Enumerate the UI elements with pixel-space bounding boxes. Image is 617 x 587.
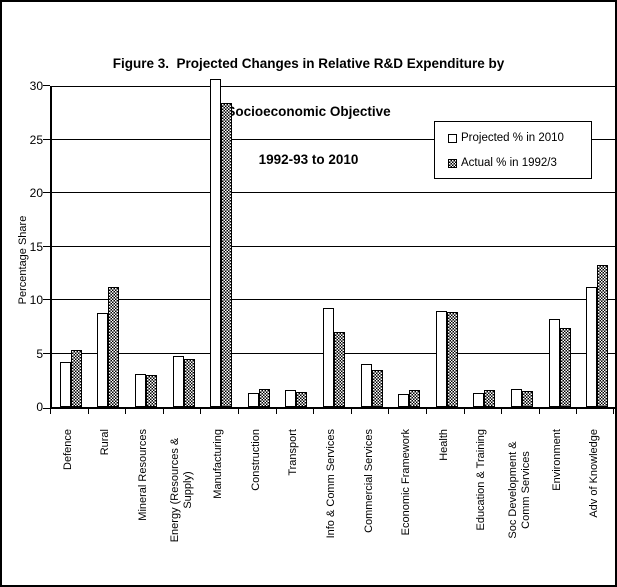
y-tick-mark-5 [43,352,50,354]
x-label-9: Economic Framework [400,429,413,536]
x-tick-mark-6 [276,409,277,414]
bar-white-9 [398,394,410,407]
y-tick-mark-20 [43,192,50,193]
y-tick-label-25: 25 [29,132,43,147]
bar-white-5 [247,393,259,407]
y-tick-mark-10 [43,299,50,300]
bar-hatched-2 [146,374,157,407]
x-tick-mark-13 [539,409,540,414]
chart-title-line-1: Figure 3. Projected Changes in Relative … [112,56,505,71]
y-tick-label-30: 30 [29,79,43,93]
x-label-13: Environment [550,429,563,491]
x-tick-mark-1 [88,409,89,414]
bar-white-14 [586,287,598,407]
y-tick-label-10: 10 [29,293,43,307]
bar-hatched-3 [183,358,195,407]
x-tick-mark-7 [313,409,314,414]
x-label-5: Construction [249,429,262,491]
x-tick-mark-15 [613,409,614,414]
y-tick-label-0: 0 [36,400,43,414]
y-tick-label-20: 20 [29,186,43,200]
y-tick-mark-15 [43,245,50,247]
chart-title-line-3: 1992-93 to 2010 [258,152,359,167]
gridline-25 [52,138,615,140]
x-label-11: Education & Training [475,429,488,531]
x-tick-mark-8 [351,409,352,414]
chart-title: Figure 3. Projected Changes in Relative … [2,24,615,200]
x-label-2: Mineral Resources [137,429,149,521]
x-tick-mark-4 [200,409,201,414]
x-label-3: Energy (Resources & Supply) [168,437,194,543]
bar-white-12 [511,388,522,407]
bar-hatched-5 [258,388,270,407]
bar-hatched-0 [70,350,82,407]
bar-hatched-1 [108,287,120,407]
x-tick-mark-9 [388,409,389,414]
bar-white-8 [360,364,372,407]
chart-title-line-2: Socioeconomic Objective [226,104,391,119]
legend-swatch-projected [448,133,457,143]
x-tick-mark-0 [50,409,51,414]
bar-hatched-8 [371,369,383,407]
bar-white-0 [59,362,71,407]
y-tick-label-15: 15 [29,239,43,254]
legend-label-actual: Actual % in 1992/3 [461,157,557,169]
bar-white-1 [97,312,109,407]
gridline-10 [52,299,615,300]
x-tick-mark-2 [125,409,126,414]
x-label-12: Soc Development & Comm Services [507,441,532,539]
plot-area [50,78,615,409]
bar-hatched-9 [409,389,421,407]
legend-swatch-actual [448,158,457,168]
y-tick-mark-0 [43,408,50,409]
legend-item-actual: Actual % in 1992/3 [448,153,557,173]
bar-hatched-14 [597,264,609,407]
x-tick-mark-3 [163,409,164,414]
x-label-10: Health [437,429,450,461]
legend-item-projected: Projected % in 2010 [448,128,564,148]
bar-white-7 [323,307,334,407]
x-label-4: Manufacturing [212,429,225,499]
legend-label-projected: Projected % in 2010 [461,132,564,144]
bar-white-11 [473,393,485,407]
legend: Projected % in 2010 Actual % in 1992/3 [434,121,592,179]
x-label-14: Adv of Knowledge [588,429,601,518]
bar-hatched-6 [296,392,308,407]
x-tick-mark-12 [501,409,502,414]
bar-hatched-13 [559,327,571,407]
x-tick-mark-10 [426,409,427,414]
bar-hatched-7 [334,332,345,407]
gridline-30 [52,86,615,87]
x-tick-mark-11 [464,409,465,414]
bar-white-3 [172,355,184,407]
bar-white-6 [285,389,297,407]
bar-hatched-12 [522,390,533,407]
bar-white-10 [435,310,447,407]
bar-white-4 [210,78,222,407]
bar-white-2 [135,373,146,407]
y-tick-mark-30 [43,85,50,86]
bar-hatched-10 [446,311,458,407]
x-label-0: Defence [61,429,74,470]
gridline-15 [52,245,615,247]
bar-hatched-4 [221,103,233,407]
y-tick-label-5: 5 [36,346,43,361]
gridline-20 [52,192,615,193]
x-tick-mark-5 [238,409,239,414]
x-label-6: Transport [287,429,300,476]
y-tick-mark-25 [43,138,50,140]
x-tick-mark-14 [576,409,577,414]
bar-hatched-11 [484,389,496,407]
x-label-1: Rural [99,429,112,456]
x-label-8: Commercial Services [362,429,375,533]
x-label-7: Info & Comm Services [325,429,337,539]
bar-white-13 [548,319,560,407]
